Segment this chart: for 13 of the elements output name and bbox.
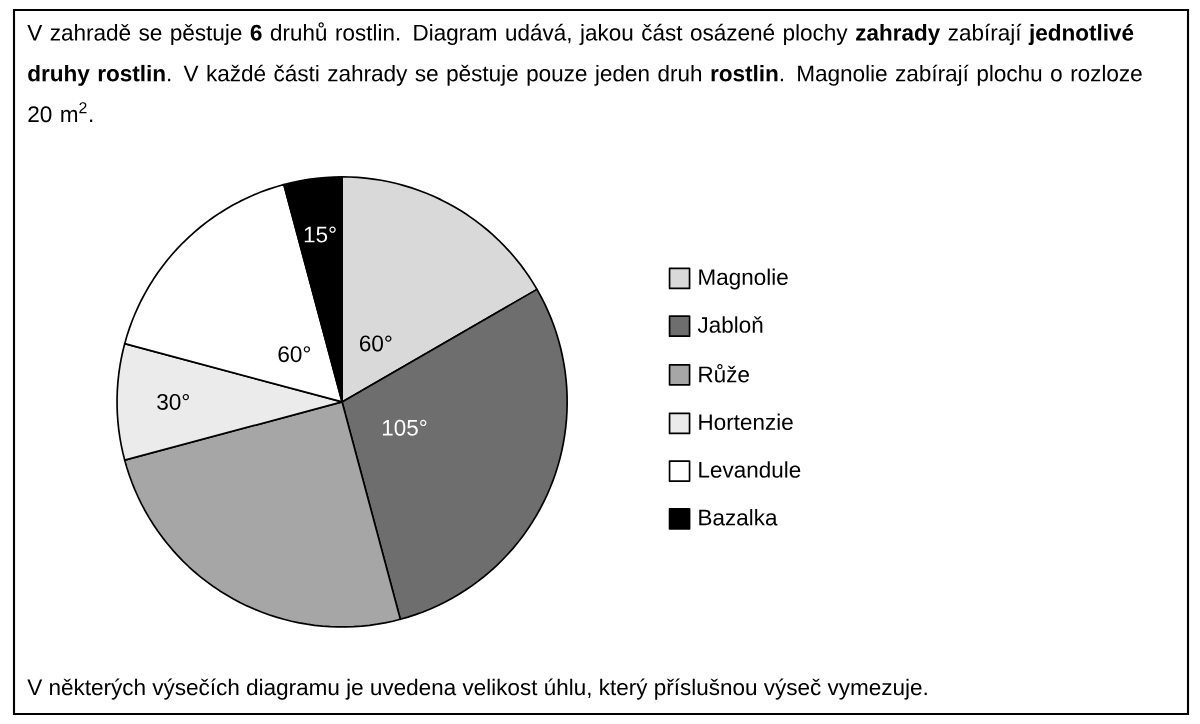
legend-label: Hortenzie [699,413,793,431]
data-label: 60° [278,346,311,363]
legend-label: Jabloň [697,316,763,333]
legend-label: Bazalka [699,508,778,526]
data-label: 60° [359,335,392,352]
data-label: 15° [304,226,336,243]
data-label: 30° [157,393,189,410]
chart-title: V zahradě se pěstuje 6 druhů rostlin. Diagram udává, jakou část osázené plochy zahrady zabírají jednotlivé druhy rostlin. V každé části zahrady se pěstuje pouze jeden druh rostlin. Magnolie zabírají plochu o rozloze 20 m$^{2}$. [27,22,1142,123]
text: V některých výsečích diagramu je uvedena velikost úhlu, který příslušnou výseč vymezuje. [27,678,927,700]
legend-label: Růže [699,364,749,383]
legend-label: Magnolie [699,268,788,290]
data-label: 105° [382,419,427,436]
legend-label: Levandule [699,461,801,478]
